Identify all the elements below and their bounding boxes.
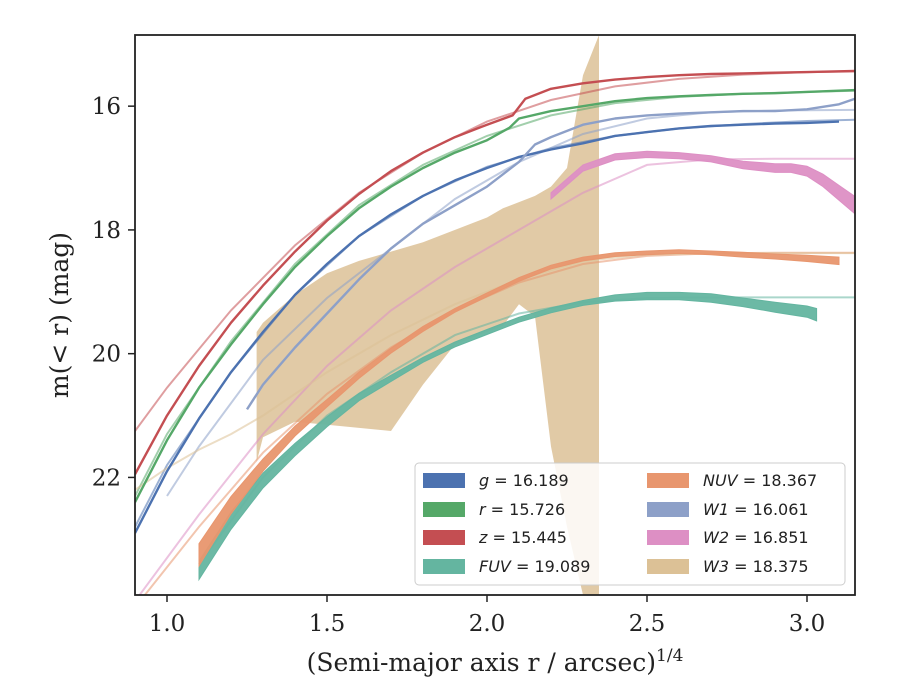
y-tick-label: 22: [92, 465, 121, 491]
legend-label-g: g = 16.189: [479, 471, 569, 490]
legend-label-w3: W3 = 18.375: [703, 557, 809, 576]
band-layer: [198, 150, 855, 582]
plot-area: [135, 35, 855, 595]
series-area-w3: [256, 35, 599, 595]
legend: g = 16.189 r = 15.726 z = 15.445 FUV = 19.0…: [414, 462, 846, 586]
y-axis-title: m(< r) (mag): [45, 232, 74, 398]
legend-label-r: r = 15.726: [479, 500, 565, 519]
x-axis-title-text: (Semi-major axis r / arcsec): [307, 648, 656, 677]
y-tick-label: 20: [92, 342, 121, 368]
legend-swatch-w1: [647, 502, 689, 517]
series-line-z: [135, 69, 855, 475]
y-tick-label: 18: [92, 218, 121, 244]
legend-swatch-w3: [647, 559, 689, 574]
x-tick-label: 2.0: [469, 611, 506, 637]
series-line-w1: [245, 97, 855, 411]
legend-swatch-w2: [647, 530, 689, 545]
series-line-r: [135, 88, 855, 503]
x-tick-label: 1.5: [309, 611, 346, 637]
line-layer: [135, 69, 855, 534]
area-layer: [256, 35, 599, 595]
series-band-nuv: [198, 249, 840, 568]
legend-swatch-g: [423, 473, 465, 488]
legend-swatch-r: [423, 502, 465, 517]
legend-swatch-fuv: [423, 559, 465, 574]
series-band-w2: [550, 150, 855, 215]
x-tick-label: 1.0: [149, 611, 186, 637]
series-line-g: [135, 120, 840, 534]
x-axis: 1.0 1.5 2.0 2.5 3.0: [149, 595, 826, 637]
legend-swatch-z: [423, 530, 465, 545]
legend-label-nuv: NUV = 18.367: [703, 471, 817, 490]
x-tick-label: 3.0: [789, 611, 826, 637]
y-tick-label: 16: [92, 94, 121, 120]
plot-frame: [134, 34, 856, 596]
legend-label-fuv: FUV = 19.089: [479, 557, 590, 576]
x-tick-label: 2.5: [629, 611, 666, 637]
legend-label-w2: W2 = 16.851: [703, 528, 809, 547]
legend-swatch-nuv: [647, 473, 689, 488]
x-axis-title-superscript: 1/4: [656, 646, 683, 666]
x-axis-title: (Semi-major axis r / arcsec)1/4: [307, 646, 684, 677]
legend-box: [414, 462, 846, 586]
legend-label-z: z = 15.445: [478, 528, 567, 547]
legend-label-w1: W1 = 16.061: [703, 500, 809, 519]
series-band-fuv: [198, 291, 818, 582]
y-axis: 16 18 20 22: [92, 94, 135, 491]
